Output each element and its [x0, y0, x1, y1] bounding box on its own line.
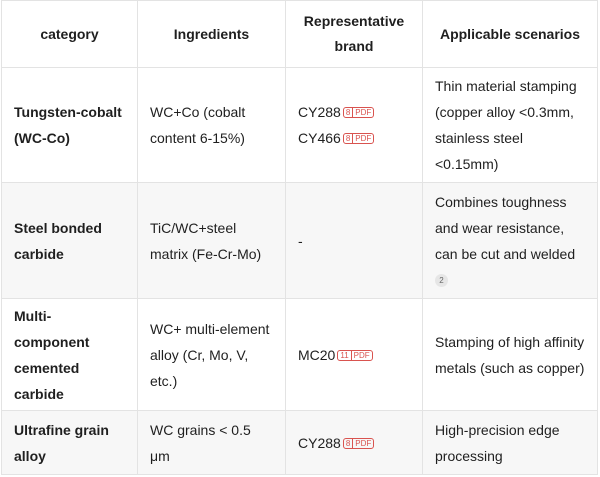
ingredients-cell: WC grains < 0.5 μm	[137, 410, 286, 475]
brand-cell: -	[285, 182, 423, 299]
category-cell: Multi-component cemented carbide	[1, 298, 138, 411]
header-ingredients: Ingredients	[137, 0, 286, 68]
scenarios-cell: Combines toughness and wear resistance, …	[422, 182, 598, 299]
pdf-citation-badge[interactable]: 11 PDF	[337, 349, 373, 361]
brand-cell: CY288 8 PDF	[285, 410, 423, 475]
brand-name: CY288	[298, 104, 341, 120]
ingredients-cell: TiC/WC+steel matrix (Fe-Cr-Mo)	[137, 182, 286, 299]
header-scenarios: Applicable scenarios	[422, 0, 598, 68]
scenarios-cell: High-precision edge processing	[422, 410, 598, 475]
ingredients-cell: WC+Co (cobalt content 6-15%)	[137, 67, 286, 183]
header-row: category Ingredients Representative bran…	[1, 0, 598, 68]
scenarios-cell: Stamping of high affinity metals (such a…	[422, 298, 598, 411]
brand-name: CY466	[298, 130, 341, 146]
brand-entry: CY466 8 PDF	[298, 125, 410, 151]
brand-entry: MC20 11 PDF	[298, 342, 410, 368]
ingredients-cell: WC+ multi-element alloy (Cr, Mo, V, etc.…	[137, 298, 286, 411]
brand-name: CY288	[298, 434, 341, 451]
header-category: category	[1, 0, 138, 68]
scenarios-cell: Thin material stamping (copper alloy <0.…	[422, 67, 598, 183]
category-cell: Ultrafine grain alloy	[1, 410, 138, 475]
table-row: Tungsten-cobalt (WC-Co) WC+Co (cobalt co…	[1, 67, 598, 183]
brand-cell: MC20 11 PDF	[285, 298, 423, 411]
table-row: Ultrafine grain alloy WC grains < 0.5 μm…	[1, 410, 598, 475]
table-row: Steel bonded carbide TiC/WC+steel matrix…	[1, 182, 598, 299]
brand-entry: CY288 8 PDF	[298, 99, 410, 125]
reference-badge[interactable]: 2	[435, 274, 448, 288]
pdf-citation-badge[interactable]: 8 PDF	[342, 437, 375, 449]
table-row: Multi-component cemented carbide WC+ mul…	[1, 298, 598, 411]
header-brand: Representative brand	[285, 0, 423, 68]
brand-cell: CY288 8 PDF CY466 8 PDF	[285, 67, 423, 183]
brand-name: MC20	[298, 346, 336, 363]
brand-entry: CY288 8 PDF	[298, 430, 410, 456]
pdf-citation-badge[interactable]: 8 PDF	[342, 107, 375, 118]
category-cell: Tungsten-cobalt (WC-Co)	[1, 67, 138, 183]
pdf-citation-badge[interactable]: 8 PDF	[342, 133, 375, 144]
category-cell: Steel bonded carbide	[1, 182, 138, 299]
